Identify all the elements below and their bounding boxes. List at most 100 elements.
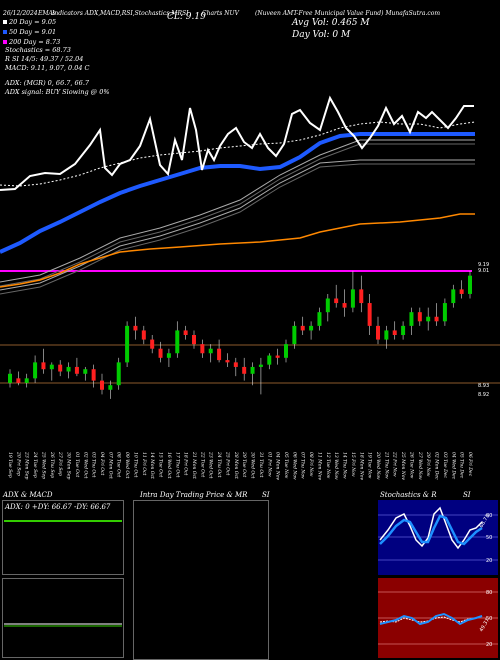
legend-swatch xyxy=(3,30,7,34)
candle-body xyxy=(267,355,272,365)
date-tick-label: 05 Thu Dec xyxy=(459,452,465,479)
panel-border xyxy=(2,578,124,658)
legend-item-20-day: 20 Day = 9.05 xyxy=(3,18,60,26)
candle-body xyxy=(192,335,196,345)
date-tick-label: 11 Mon Nov xyxy=(316,452,322,480)
candle-body xyxy=(116,362,121,386)
header-company: (Nuveen AMT-Free Municipal Value Fund) M… xyxy=(255,10,441,17)
candle-body xyxy=(183,330,188,335)
candle-body xyxy=(158,348,163,358)
date-tick-label: 25 Fri Oct xyxy=(224,451,230,476)
candles-group xyxy=(8,271,472,399)
price-chart: 19 Tue Sep 20 Fri Sep 23 Mon Sep 24 Tue Sep… xyxy=(0,0,500,495)
candle-body xyxy=(309,325,314,331)
candle-body xyxy=(225,360,230,363)
candle-body xyxy=(217,348,222,361)
indicator-readouts: Stochastics = 68.73 R SI 14/5: 49.37 / 5… xyxy=(5,46,110,96)
date-tick-label: 23 Mon Sep xyxy=(24,451,30,480)
header-indicators: Indicators ADX,MACD,RSI,Stochastics,MRSI xyxy=(52,10,189,17)
candle-body xyxy=(392,330,397,335)
header-ema: EMAs xyxy=(38,10,56,17)
indicator-stochastics: Stochastics = 68.73 xyxy=(5,46,71,54)
date-tick-label: 31 Thu Oct xyxy=(258,452,264,478)
date-tick-label: 29 Fri Nov xyxy=(425,451,431,477)
price-label-top: 9.19 xyxy=(478,262,489,268)
date-tick-label: 19 Tue Sep xyxy=(7,452,13,478)
candle-body xyxy=(233,362,238,367)
date-tick-label: 04 Wed Dec xyxy=(450,452,456,480)
price-label-low2: 8.92 xyxy=(478,392,489,398)
adx-panel-title: ADX & MACD xyxy=(3,491,53,499)
candle-body xyxy=(417,312,422,322)
adx-panel xyxy=(2,500,124,575)
legend-label: 200 Day = 8.73 xyxy=(9,38,61,46)
candle-body xyxy=(24,378,29,383)
legend-item-50-day: 50 Day = 9.01 xyxy=(3,28,60,36)
date-tick-label: 17 Thu Oct xyxy=(174,452,180,478)
date-tick-label: 22 Tue Oct xyxy=(199,451,205,477)
candle-body xyxy=(250,366,255,374)
candle-body xyxy=(325,298,330,313)
header-ticker: Charts NUV xyxy=(202,10,239,17)
candle-body xyxy=(33,362,38,379)
intraday-panel xyxy=(133,500,269,660)
candle-body xyxy=(468,275,472,294)
date-tick-label: 20 Fri Sep xyxy=(15,451,21,476)
date-tick-label: 21 Mon Oct xyxy=(191,451,197,479)
date-tick-label: 09 Wed Oct xyxy=(124,452,130,479)
upper-band-line-2 xyxy=(0,143,475,287)
date-tick-label: 19 Tue Nov xyxy=(367,452,373,479)
date-tick-label: 15 Fri Nov xyxy=(350,452,356,477)
candle-body xyxy=(150,339,155,349)
candle-body xyxy=(300,325,305,331)
candle-body xyxy=(166,353,171,358)
candle-body xyxy=(350,289,355,308)
date-tick-label: 02 Mon Dec xyxy=(434,452,440,480)
candle-body xyxy=(334,298,339,304)
date-tick-label: 08 Fri Nov xyxy=(308,452,314,477)
candle-body xyxy=(8,373,12,383)
date-tick-label: 23 Wed Oct xyxy=(208,451,214,479)
date-tick-label: 14 Mon Oct xyxy=(149,452,155,479)
date-tick-label: 16 Wed Oct xyxy=(166,452,172,479)
candle-body xyxy=(16,378,21,383)
rsi-signal-line xyxy=(379,615,483,623)
date-tick-label: 01 Fri Nov xyxy=(266,452,272,477)
date-tick-label: 13 Wed Nov xyxy=(333,452,339,480)
candle-body xyxy=(74,366,79,374)
ema-20-dotted-line xyxy=(0,121,476,187)
candle-body xyxy=(434,316,439,322)
candle-body xyxy=(258,364,263,367)
ema-50-line xyxy=(0,132,475,254)
price-label-low1: 8.93 xyxy=(478,383,489,389)
candle-body xyxy=(292,325,297,345)
lower-band-line-2 xyxy=(0,163,475,295)
date-tick-label: 30 Mon Sep xyxy=(66,452,72,480)
stoch-axis-20: 20 xyxy=(486,558,492,564)
candle-body xyxy=(367,303,372,326)
chart-background xyxy=(0,0,500,495)
candle-body xyxy=(426,316,431,322)
candle-body xyxy=(58,364,63,372)
candle-body xyxy=(41,362,46,370)
candle-body xyxy=(175,330,180,354)
stochastics-panel: 80 50 20 68.73 xyxy=(378,500,498,575)
date-tick-label: 10 Thu Oct xyxy=(132,452,138,478)
upper-band-line xyxy=(0,139,475,283)
date-tick-label: 21 Thu Nov xyxy=(383,451,389,479)
candle-body xyxy=(242,366,247,374)
legend-swatch xyxy=(3,20,7,24)
indicator-macd: MACD: 9.11, 9.07, 0.04 C xyxy=(5,64,90,72)
rsi-line xyxy=(379,612,483,626)
date-tick-label: 29 Tue Oct xyxy=(241,451,247,477)
date-tick-label: 25 Mon Nov xyxy=(400,451,406,480)
lower-band-line xyxy=(0,159,475,291)
date-tick-label: 20 Wed Nov xyxy=(375,451,381,480)
stoch-axis-50: 50 xyxy=(486,535,492,541)
date-tick-label: 27 Fri Sep xyxy=(57,451,63,476)
panel-border xyxy=(2,500,124,575)
candle-body xyxy=(317,312,322,326)
candle-body xyxy=(451,289,456,304)
candle-body xyxy=(409,312,414,326)
header-day-volume: Day Vol: 0 M xyxy=(292,30,351,40)
